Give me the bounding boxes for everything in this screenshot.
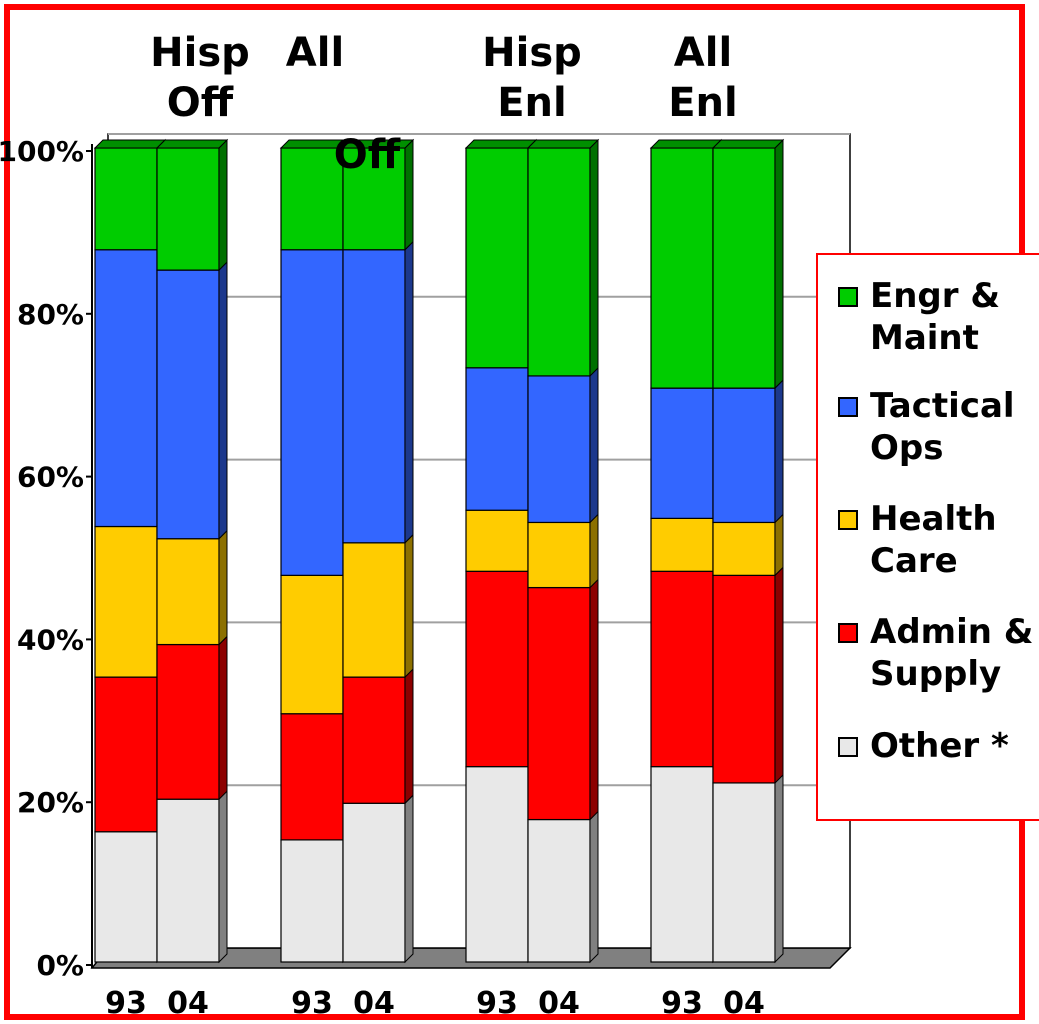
- bar-segment: [156, 260, 228, 540]
- bar-segment: [650, 562, 722, 768]
- bar-segment: [465, 358, 537, 512]
- y-tick-label: 60%: [17, 461, 84, 494]
- legend-label: Other *: [870, 726, 1009, 766]
- bar-segment: [465, 757, 537, 964]
- bar-top-face: [526, 139, 600, 149]
- group-label-line: Off: [334, 132, 401, 178]
- bar-segment: [280, 830, 352, 964]
- bar-segment: [342, 667, 414, 805]
- x-category-label: 93: [661, 986, 703, 1021]
- x-category-label: 93: [105, 986, 147, 1021]
- bar-segment: [527, 578, 599, 821]
- bar-segment: [527, 366, 599, 524]
- bar-segment: [94, 822, 166, 964]
- bar-segment: [156, 138, 228, 272]
- x-category-label: 93: [291, 986, 333, 1021]
- bar-segment: [94, 240, 166, 528]
- bar-segment: [465, 138, 537, 369]
- x-category-label: 04: [167, 986, 209, 1021]
- x-category-label: 04: [538, 986, 580, 1021]
- legend-label: Health Care: [870, 499, 997, 581]
- legend-item: Other *: [838, 725, 1039, 767]
- legend-item: Health Care: [838, 498, 1039, 582]
- legend-item: Tactical Ops: [838, 385, 1039, 469]
- x-category-label: 04: [353, 986, 395, 1021]
- bar-top-face: [341, 139, 415, 149]
- bars: [93, 138, 785, 964]
- group-label-line: Enl: [497, 80, 567, 126]
- bar-segment: [342, 794, 414, 964]
- bar-segment: [527, 513, 599, 589]
- bar-segment: [156, 635, 228, 801]
- legend-label: Tactical Ops: [870, 386, 1015, 468]
- y-tick-label: 0%: [36, 949, 84, 982]
- bar-segment: [280, 240, 352, 577]
- bar-segment: [650, 378, 722, 520]
- bar-top-face: [711, 139, 785, 149]
- legend-label: Engr & Maint: [870, 276, 1001, 358]
- bar-segment: [712, 566, 784, 785]
- bar-segment: [280, 704, 352, 842]
- x-category-label: 93: [476, 986, 518, 1021]
- y-tick-label: 40%: [17, 623, 84, 656]
- legend-item: Engr & Maint: [838, 275, 1039, 359]
- legend-swatch: [838, 737, 858, 757]
- bar-segment: [527, 138, 599, 378]
- bar-segment: [712, 138, 784, 390]
- bar-segment: [650, 757, 722, 964]
- group-label-line: Off: [167, 80, 234, 126]
- bar-top-face: [93, 139, 167, 149]
- legend-swatch: [838, 623, 858, 643]
- x-axis: 93 04 93 04 93 04 93 04: [105, 986, 765, 1021]
- group-label-line: All: [674, 30, 732, 76]
- group-label-line: Hisp: [150, 30, 250, 76]
- y-tick-label: 100%: [0, 135, 84, 168]
- bar-segment: [342, 533, 414, 679]
- bar-segment: [156, 529, 228, 646]
- bar-segment: [156, 789, 228, 964]
- bar-segment: [712, 513, 784, 577]
- bar-segment: [527, 810, 599, 964]
- group-label-line: Hisp: [482, 30, 582, 76]
- y-tick-label: 20%: [17, 786, 84, 819]
- legend-label: Admin & Supply: [870, 612, 1034, 694]
- y-tick-label: 80%: [17, 298, 84, 331]
- bar-segment: [94, 667, 166, 833]
- legend-swatch: [838, 397, 858, 417]
- legend-item: Admin & Supply: [838, 611, 1039, 695]
- legend: Engr & Maint Tactical Ops Health Care Admin…: [816, 253, 1039, 821]
- legend-swatch: [838, 287, 858, 307]
- bar-segment: [94, 138, 166, 251]
- bar-segment: [342, 138, 414, 251]
- bar-top-face: [464, 139, 538, 149]
- bar-top-face: [155, 139, 229, 149]
- bar-segment: [94, 517, 166, 679]
- bar-segment: [712, 378, 784, 524]
- bar-segment: [712, 773, 784, 964]
- group-label-line: Enl: [668, 80, 738, 126]
- x-category-label: 04: [723, 986, 765, 1021]
- bar-segment: [650, 509, 722, 573]
- bar-segment: [342, 240, 414, 544]
- bar-segment: [465, 501, 537, 573]
- bar-segment: [280, 566, 352, 715]
- group-label-line: All: [286, 30, 344, 76]
- bar-segment: [465, 562, 537, 768]
- legend-swatch: [838, 510, 858, 530]
- bar-top-face: [649, 139, 723, 149]
- bar-segment: [650, 138, 722, 390]
- y-axis: 0% 20% 40% 60% 80% 100%: [0, 135, 93, 982]
